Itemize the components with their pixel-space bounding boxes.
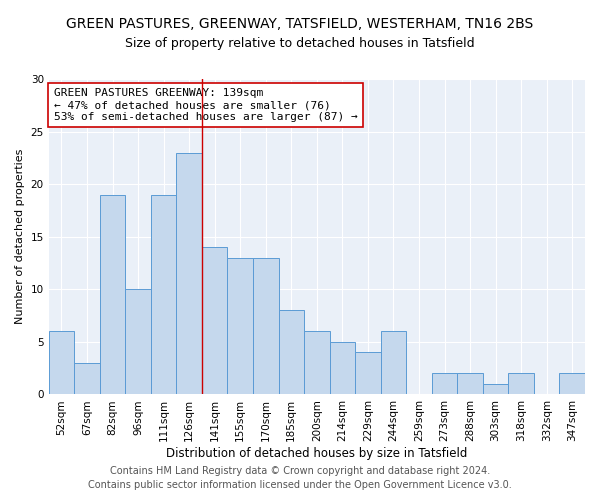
Bar bbox=[432, 374, 457, 394]
Bar bbox=[278, 310, 304, 394]
Bar bbox=[329, 342, 355, 394]
X-axis label: Distribution of detached houses by size in Tatsfield: Distribution of detached houses by size … bbox=[166, 447, 467, 460]
Text: Size of property relative to detached houses in Tatsfield: Size of property relative to detached ho… bbox=[125, 38, 475, 51]
Bar bbox=[202, 247, 227, 394]
Bar bbox=[253, 258, 278, 394]
Bar bbox=[457, 374, 483, 394]
Bar bbox=[227, 258, 253, 394]
Bar bbox=[151, 194, 176, 394]
Bar bbox=[304, 332, 329, 394]
Text: Contains HM Land Registry data © Crown copyright and database right 2024.
Contai: Contains HM Land Registry data © Crown c… bbox=[88, 466, 512, 490]
Text: GREEN PASTURES GREENWAY: 139sqm
← 47% of detached houses are smaller (76)
53% of: GREEN PASTURES GREENWAY: 139sqm ← 47% of… bbox=[54, 88, 358, 122]
Bar bbox=[176, 152, 202, 394]
Y-axis label: Number of detached properties: Number of detached properties bbox=[15, 149, 25, 324]
Bar bbox=[355, 352, 380, 395]
Text: GREEN PASTURES, GREENWAY, TATSFIELD, WESTERHAM, TN16 2BS: GREEN PASTURES, GREENWAY, TATSFIELD, WES… bbox=[67, 18, 533, 32]
Bar bbox=[508, 374, 534, 394]
Bar bbox=[483, 384, 508, 394]
Bar bbox=[100, 194, 125, 394]
Bar bbox=[559, 374, 585, 394]
Bar bbox=[125, 290, 151, 395]
Bar bbox=[380, 332, 406, 394]
Bar bbox=[49, 332, 74, 394]
Bar bbox=[74, 363, 100, 394]
